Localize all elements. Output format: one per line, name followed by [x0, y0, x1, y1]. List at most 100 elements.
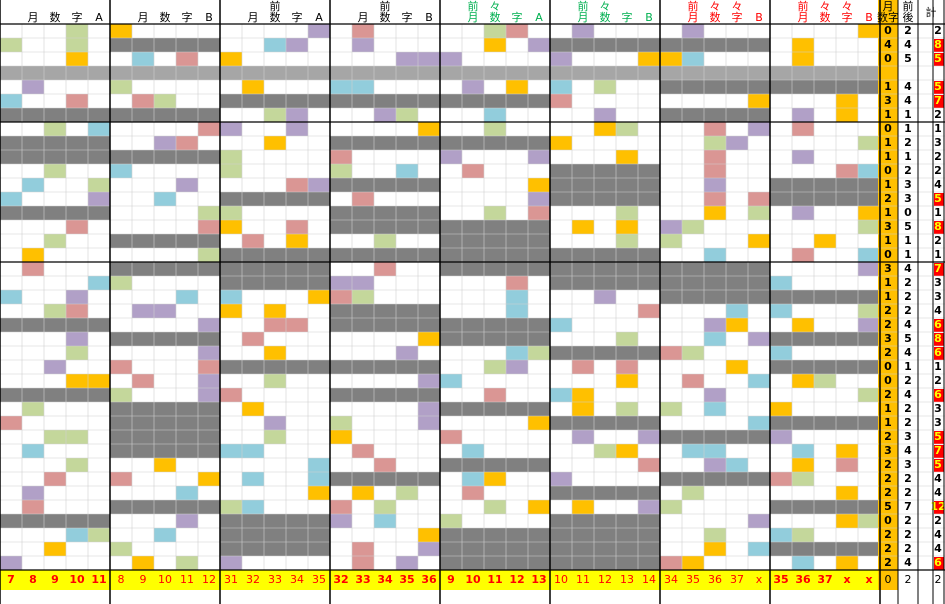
- prepost-count: 2: [904, 290, 912, 303]
- cell-fill: [308, 24, 330, 38]
- cell-fill: [396, 346, 418, 360]
- month-count: 0: [884, 122, 892, 135]
- cell-fill: [220, 220, 242, 234]
- cell-fill: [704, 136, 726, 150]
- prepost-count: 1: [904, 150, 912, 163]
- footer-num: 9: [51, 573, 59, 586]
- cell-fill: [220, 164, 242, 178]
- gray-row: [660, 38, 770, 52]
- gray-row: [440, 402, 550, 416]
- cell-fill: [704, 332, 726, 346]
- cell-fill: [858, 304, 880, 318]
- cell-fill: [352, 192, 374, 206]
- cell-fill: [550, 52, 572, 66]
- cell-fill: [704, 206, 726, 220]
- cell-fill: [792, 556, 814, 570]
- gray-row: [110, 500, 220, 514]
- cell-fill: [242, 234, 264, 248]
- total: 7: [934, 94, 942, 107]
- cell-fill: [198, 318, 220, 332]
- cell-fill: [550, 136, 572, 150]
- cell-fill: [132, 94, 154, 108]
- cell-fill: [88, 122, 110, 136]
- total: 5: [934, 52, 942, 65]
- cell-fill: [66, 94, 88, 108]
- total: 5: [934, 80, 942, 93]
- cell-fill: [396, 108, 418, 122]
- footer-num: 37: [817, 573, 832, 586]
- cell-fill: [616, 150, 638, 164]
- footer-num: 10: [554, 573, 568, 586]
- cell-fill: [594, 108, 616, 122]
- cell-fill: [66, 528, 88, 542]
- cell-fill: [352, 486, 374, 500]
- cell-fill: [88, 192, 110, 206]
- month-count: 2: [884, 304, 892, 317]
- cell-fill: [792, 472, 814, 486]
- header-top: 前: [798, 0, 809, 13]
- cell-fill: [220, 52, 242, 66]
- cell-fill: [858, 24, 880, 38]
- footer-num: 7: [7, 573, 15, 586]
- cell-fill: [528, 500, 550, 514]
- month-count: 2: [884, 192, 892, 205]
- cell-fill: [858, 206, 880, 220]
- cell-fill: [198, 248, 220, 262]
- cell-fill: [748, 374, 770, 388]
- month-count: 0: [884, 164, 892, 177]
- cell-fill: [506, 24, 528, 38]
- total: 2: [934, 108, 942, 121]
- total: 2: [934, 234, 942, 247]
- cell-fill: [704, 542, 726, 556]
- cell-fill: [528, 38, 550, 52]
- total: 3: [934, 136, 942, 149]
- cell-fill: [858, 164, 880, 178]
- header-top: 前: [468, 0, 479, 13]
- month-count: 3: [884, 332, 892, 345]
- cell-fill: [352, 80, 374, 94]
- header: 数: [710, 11, 721, 24]
- footer-num: 35: [399, 573, 414, 586]
- cell-fill: [308, 472, 330, 486]
- month-count: 1: [884, 276, 892, 289]
- prepost-count: 1: [904, 248, 912, 261]
- cell-fill: [66, 304, 88, 318]
- footer-num: 8: [118, 573, 125, 586]
- cell-fill: [682, 24, 704, 38]
- cell-fill: [264, 108, 286, 122]
- footer-num: 10: [158, 573, 172, 586]
- cell-fill: [44, 234, 66, 248]
- cell-fill: [286, 220, 308, 234]
- gray-row: [770, 542, 880, 556]
- total-highlight: [934, 319, 944, 332]
- cell-fill: [682, 556, 704, 570]
- cell-fill: [264, 430, 286, 444]
- hdr: 後: [903, 10, 914, 24]
- footer-num: 12: [598, 573, 612, 586]
- cell-fill: [66, 52, 88, 66]
- cell-fill: [682, 374, 704, 388]
- cell-fill: [550, 388, 572, 402]
- gray-row: [440, 458, 550, 472]
- cell-fill: [88, 528, 110, 542]
- cell-fill: [484, 38, 506, 52]
- gray-row: [550, 416, 660, 430]
- cell-fill: [792, 206, 814, 220]
- total: 3: [934, 402, 942, 415]
- cell-fill: [770, 276, 792, 290]
- cell-fill: [484, 108, 506, 122]
- total: 1: [934, 122, 942, 135]
- cell-fill: [792, 528, 814, 542]
- cell-fill: [726, 136, 748, 150]
- cell-fill: [484, 500, 506, 514]
- month-count: 0: [884, 248, 892, 261]
- cell-fill: [704, 458, 726, 472]
- prepost-count: 2: [904, 136, 912, 149]
- cell-fill: [484, 122, 506, 136]
- cell-fill: [220, 304, 242, 318]
- total: 3: [934, 276, 942, 289]
- cell-fill: [286, 122, 308, 136]
- cell-fill: [220, 556, 242, 570]
- cell-fill: [660, 500, 682, 514]
- cell-fill: [220, 150, 242, 164]
